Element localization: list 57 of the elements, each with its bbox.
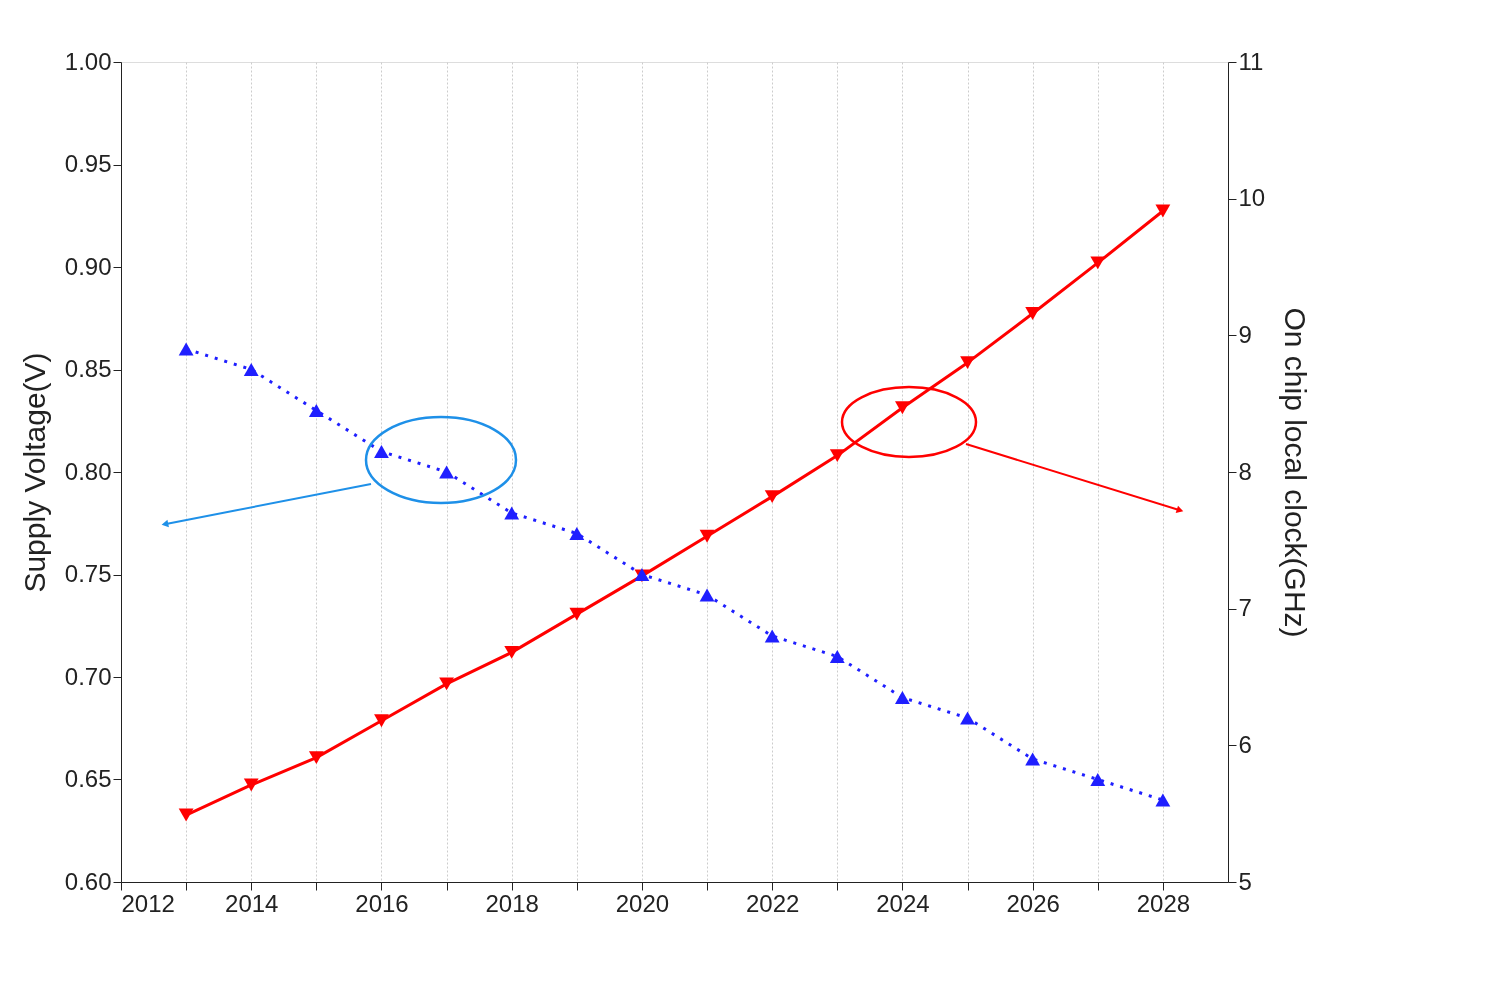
point <box>829 449 845 463</box>
point <box>569 607 585 621</box>
y2-axis-title: On chip local clock(GHz) <box>1279 307 1313 638</box>
y-tick-label: 0.70 <box>64 662 112 690</box>
x-tick-label: 2016 <box>355 889 409 917</box>
x-tick-label: 2018 <box>485 889 539 917</box>
point <box>895 401 910 415</box>
x-tick-label: 2014 <box>225 889 279 917</box>
x-tick-label: 2026 <box>1006 889 1060 917</box>
y-tick-label: 0.85 <box>64 355 112 382</box>
x-tick-label: 2020 <box>615 889 670 917</box>
point <box>960 711 975 725</box>
y2-tick-label: 5 <box>1238 867 1252 895</box>
point <box>504 506 520 520</box>
y2-tick-label: 11 <box>1238 47 1264 75</box>
point <box>1090 773 1106 786</box>
y-tick-label: 0.65 <box>64 765 112 792</box>
point <box>1090 256 1106 270</box>
point <box>178 342 194 356</box>
point <box>764 490 780 504</box>
point <box>504 645 520 659</box>
point <box>829 650 845 663</box>
y-tick-label: 1.00 <box>64 47 112 75</box>
point <box>895 691 910 704</box>
x-tick-label: 2024 <box>876 889 930 917</box>
point <box>569 527 585 540</box>
y2-tick-label: 8 <box>1238 457 1252 485</box>
y2-tick-label: 6 <box>1238 730 1252 758</box>
point <box>308 751 324 765</box>
y2-tick-label: 9 <box>1238 320 1252 348</box>
point <box>699 588 715 602</box>
y2-tick-label: 7 <box>1238 594 1252 622</box>
y-axis-title: Supply Voltage(V) <box>17 352 51 593</box>
point <box>1025 752 1041 766</box>
point <box>374 714 389 728</box>
point <box>1025 307 1041 320</box>
point <box>1155 204 1171 218</box>
y-tick-label: 0.80 <box>64 457 112 485</box>
x-tick-label: 2028 <box>1136 889 1191 917</box>
point <box>439 465 454 479</box>
point <box>178 808 194 822</box>
point <box>764 629 780 643</box>
point <box>960 356 975 370</box>
point <box>243 778 259 792</box>
y-tick-label: 0.60 <box>64 867 112 895</box>
point <box>439 677 454 691</box>
y2-tick-label: 10 <box>1238 184 1266 212</box>
point <box>699 529 715 543</box>
point <box>243 363 259 376</box>
x-tick-label: 2022 <box>745 889 800 917</box>
y-tick-label: 0.90 <box>64 252 112 280</box>
point <box>1155 793 1171 807</box>
point <box>308 404 324 417</box>
x-tick-label: 2012 <box>121 889 175 917</box>
y-tick-label: 0.95 <box>64 150 112 177</box>
y-tick-label: 0.75 <box>64 560 112 587</box>
point <box>374 445 389 458</box>
